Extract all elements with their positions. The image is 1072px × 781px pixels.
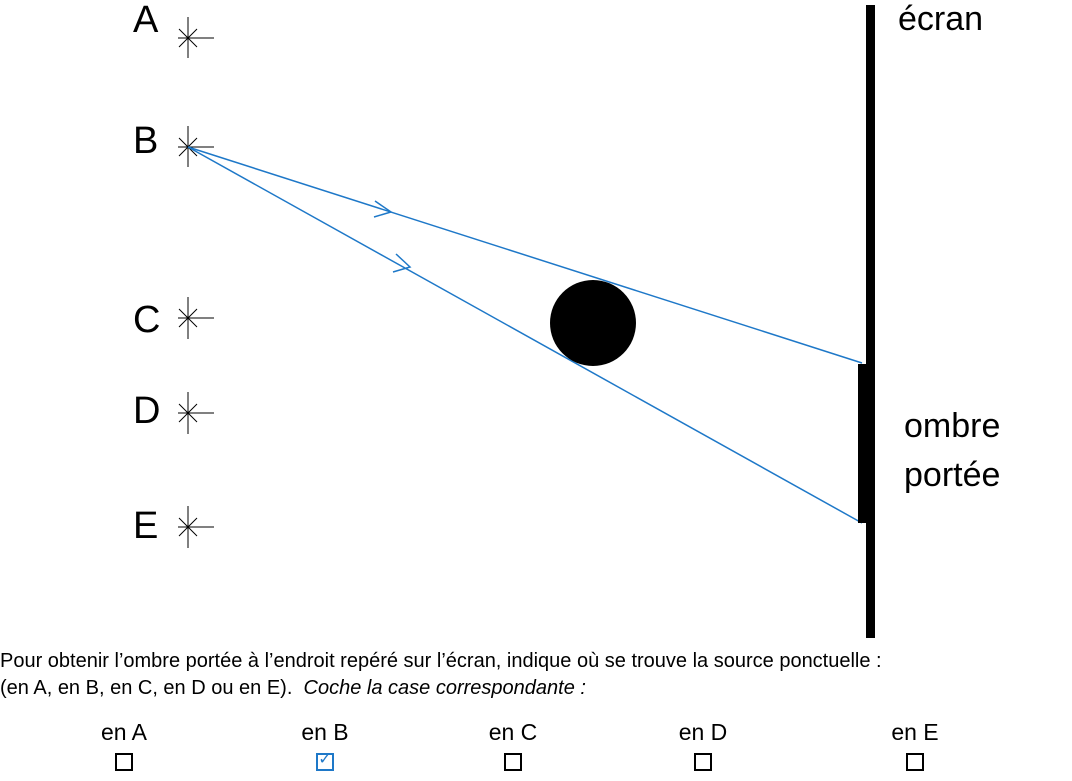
shadow-label-line1: ombre <box>904 407 1000 445</box>
choice-a: en A <box>74 718 174 771</box>
choice-c: en C <box>463 718 563 771</box>
choice-d: en D <box>653 718 753 771</box>
choice-b: en B ✓ <box>275 718 375 771</box>
point-marker-a <box>178 17 214 58</box>
choice-label: en E <box>891 719 939 745</box>
choice-e: en E <box>865 718 965 771</box>
question-line2: (en A, en B, en C, en D ou en E). Coche … <box>0 675 1072 702</box>
choice-checkbox-b[interactable]: ✓ <box>316 749 334 771</box>
screen <box>866 5 875 638</box>
checkmark-icon: ✓ <box>318 749 332 768</box>
upper-ray-arrow <box>373 200 393 218</box>
choice-checkbox-d[interactable] <box>694 753 712 771</box>
cast-shadow-zone <box>858 364 870 523</box>
choice-checkbox-e[interactable] <box>906 753 924 771</box>
point-label-c: C <box>133 299 160 341</box>
opaque-ball <box>550 280 636 366</box>
point-marker-c <box>178 297 214 339</box>
question-instruction: Coche la case correspondante : <box>303 677 586 699</box>
question-line1: Pour obtenir l’ombre portée à l’endroit … <box>0 650 882 672</box>
question-options: (en A, en B, en C, en D ou en E). <box>0 677 293 699</box>
optics-diagram: A B C D E écran ombre portée <box>133 0 1000 638</box>
upper-light-ray <box>187 146 863 364</box>
choice-label: en B <box>301 719 349 745</box>
point-marker-d <box>178 392 214 434</box>
choice-label: en C <box>488 719 538 745</box>
question-text: Pour obtenir l’ombre portée à l’endroit … <box>0 648 1072 702</box>
choice-label: en D <box>678 719 728 745</box>
point-label-a: A <box>133 0 159 41</box>
choice-checkbox-a[interactable] <box>115 753 133 771</box>
choice-label: en A <box>100 719 148 745</box>
screen-label: écran <box>898 0 983 38</box>
choice-checkbox-c[interactable] <box>504 753 522 771</box>
point-label-d: D <box>133 390 160 432</box>
point-label-e: E <box>133 505 158 547</box>
lower-light-ray <box>187 146 863 524</box>
shadow-label-line2: portée <box>904 456 1000 494</box>
point-marker-b <box>178 126 214 167</box>
lower-ray-arrow <box>392 253 412 273</box>
point-label-b: B <box>133 120 158 162</box>
point-marker-e <box>178 506 214 548</box>
